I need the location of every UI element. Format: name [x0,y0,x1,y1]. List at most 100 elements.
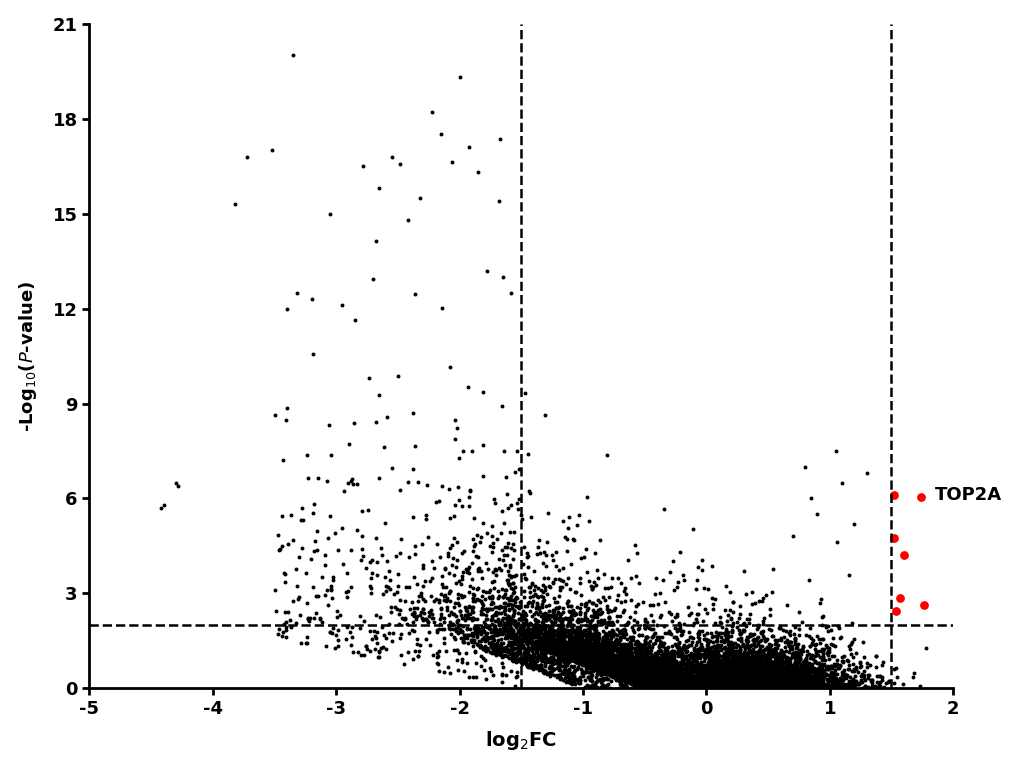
Point [642,677,658,690]
Point [475,642,491,654]
Point [569,623,585,635]
Point [537,614,553,626]
Point [610,652,627,664]
Point [440,567,457,579]
Point [749,680,765,692]
Point [528,620,544,632]
Point [593,647,609,659]
Point [553,647,570,659]
Point [755,674,771,686]
Point [779,681,795,693]
Point [621,674,637,686]
Point [624,642,640,654]
Point [677,676,693,688]
Point [756,678,772,691]
Point [752,659,768,671]
Point [492,637,508,649]
Point [597,661,613,674]
Point [589,647,605,660]
Point [305,348,321,361]
Point [758,648,774,661]
Point [774,646,791,658]
Point [574,638,590,650]
Point [779,681,795,693]
Point [327,641,343,654]
Point [635,619,651,631]
Point [626,539,642,551]
Point [521,642,537,654]
Point [577,640,593,652]
Point [556,648,573,661]
Point [743,680,759,692]
Point [659,677,676,689]
Point [767,670,784,682]
Point [604,658,621,671]
Point [637,668,653,681]
Point [740,674,756,686]
Point [745,677,761,690]
Point [654,682,671,694]
Point [641,668,657,681]
Point [642,671,658,683]
Point [534,649,550,661]
Point [782,675,798,687]
Point [589,664,605,676]
Point [589,655,605,667]
Point [732,676,748,688]
Point [602,636,619,648]
Point [799,678,815,691]
Point [768,667,785,679]
Point [572,647,588,660]
Point [544,653,560,665]
Point [638,631,654,643]
Point [613,670,630,682]
Point [490,592,506,604]
Point [648,678,664,691]
Point [600,611,616,624]
Point [720,675,737,687]
Point [811,677,827,690]
Point [487,569,503,581]
Point [688,682,704,694]
Point [639,657,655,670]
Point [589,630,605,642]
Point [673,676,689,688]
Point [483,646,499,658]
Point [741,661,757,673]
Point [581,644,597,657]
Point [649,672,665,684]
Point [751,646,767,658]
Point [643,664,659,676]
Point [601,663,618,675]
Point [749,676,765,688]
Point [552,624,569,637]
Point [627,677,643,689]
Point [614,638,631,651]
Point [733,677,749,690]
Point [610,631,627,643]
Point [675,673,691,685]
Point [714,665,731,677]
Point [739,679,755,691]
Point [734,639,750,651]
Point [718,678,735,691]
Point [725,681,741,694]
Point [511,653,527,665]
Point [605,661,622,674]
Point [751,681,767,694]
Point [625,655,641,667]
Point [499,565,516,578]
Point [790,606,806,618]
Point [673,677,689,690]
Point [680,675,696,687]
Point [700,661,716,673]
Point [587,654,603,666]
Point [645,669,661,681]
Point [706,663,722,675]
Point [542,609,558,621]
Point [677,668,693,681]
Point [582,682,598,694]
Point [733,681,749,694]
Point [771,674,788,686]
Point [813,674,829,687]
